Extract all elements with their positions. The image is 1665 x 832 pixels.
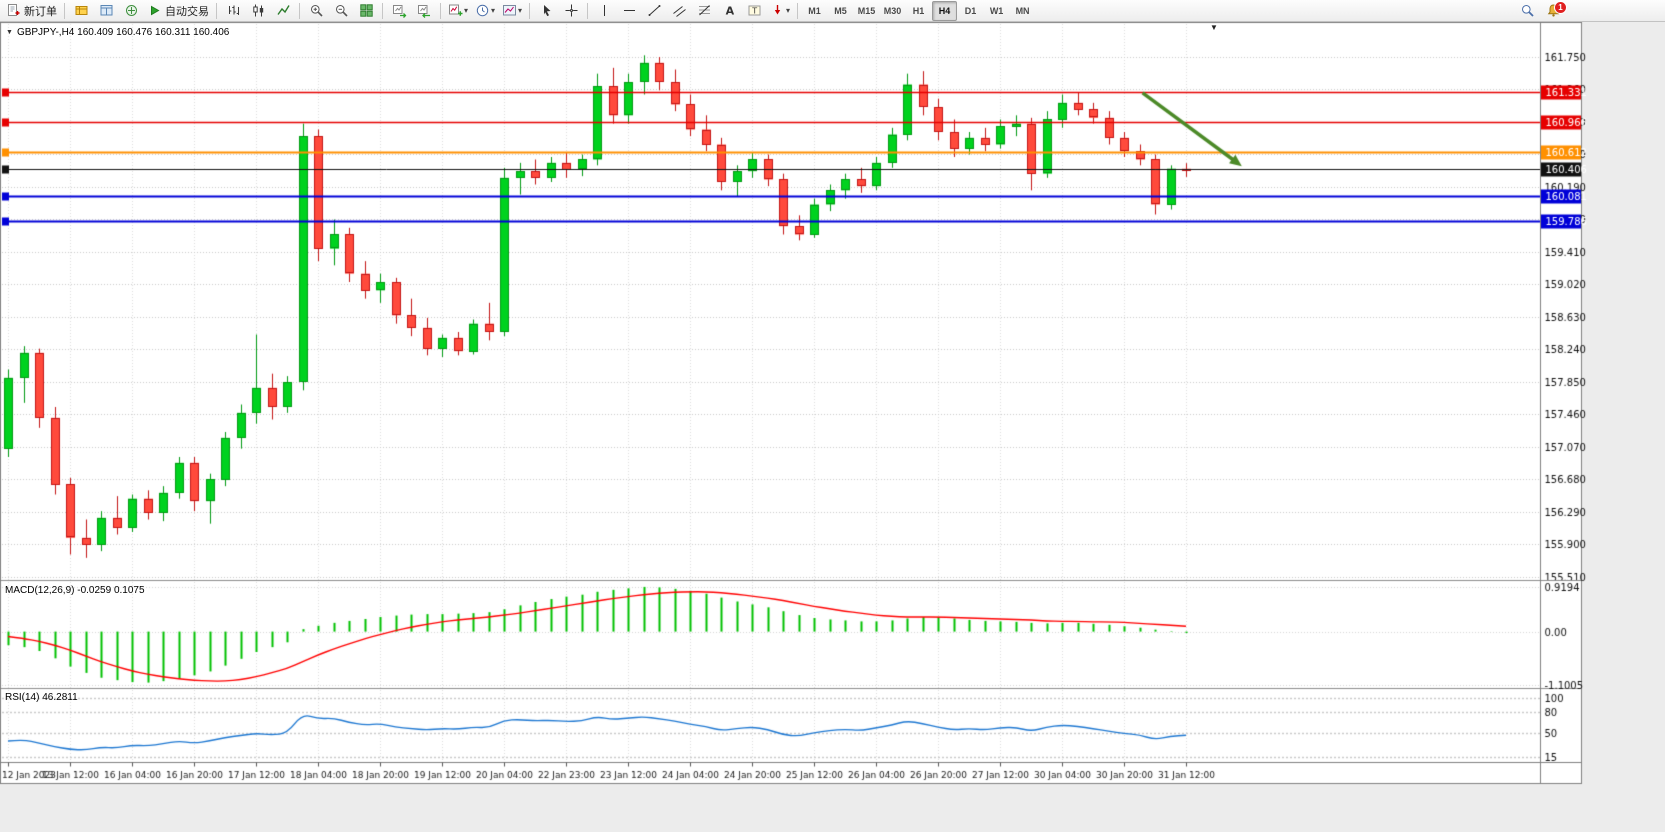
data-window-icon [100,5,112,16]
dropdown-caret-icon: ▾ [518,6,523,15]
chart-shift-marker[interactable]: ▼ [1210,23,1218,32]
chart-header: ▼ GBPJPY-,H4 160.409 160.476 160.311 160.… [6,27,229,38]
bar-chart-button[interactable] [221,1,245,21]
equidistant-channel-icon [672,6,686,17]
main-toolbar: 新订单 自动交易 [0,0,1665,22]
notification-badge: 1 [1554,0,1567,14]
text-label-button[interactable]: T [742,1,766,21]
horizontal-line-icon [623,10,635,11]
tile-windows-icon [359,4,373,17]
arrow-tool-icon [774,5,781,15]
toolbar-separator [587,2,589,19]
new-order-icon [8,4,20,16]
timeframe-m15-button[interactable]: M15 [857,5,876,16]
svg-text:A: A [725,5,734,18]
indicators-button[interactable]: ▾ [445,1,471,21]
market-watch-icon [75,6,87,15]
zoom-in-icon [310,5,323,17]
timeframe-m1-button[interactable]: M1 [808,5,821,16]
timeframe-h4-button[interactable]: H4 [932,0,958,21]
cursor-icon [543,5,551,17]
timeframe-d1-button[interactable]: D1 [964,5,977,16]
autotrading-icon [151,5,160,16]
toolbar-right-group: 1 [1515,0,1567,21]
trendline-icon [648,5,661,16]
timeframe-h1-button[interactable]: H1 [912,5,925,16]
text-button[interactable]: A [717,1,741,21]
tile-windows-button[interactable] [354,1,378,21]
timeframe-m30-button[interactable]: M30 [883,5,902,16]
search-icon [1521,5,1534,17]
zoom-in-button[interactable] [304,1,328,21]
chart-shift-button[interactable] [412,1,436,21]
chart-shift-icon [417,5,430,18]
navigator-button[interactable] [119,1,143,21]
macd-label: MACD(12,26,9) -0.0259 0.1075 [5,585,145,596]
periods-button[interactable]: ▾ [472,1,498,21]
candlestick-chart-icon [252,4,263,17]
toolbar-separator [299,2,300,19]
line-chart-button[interactable] [271,1,295,21]
toolbar-separator [382,2,383,19]
timeframe-w1-button[interactable]: W1 [989,5,1004,16]
horizontal-line-button[interactable] [617,1,641,21]
new-order-label: 新订单 [24,5,57,18]
market-watch-button[interactable] [69,1,93,21]
autotrading-button[interactable]: 自动交易 [144,1,212,21]
templates-icon [503,5,517,16]
arrows-tool-button[interactable]: ▾ [767,1,793,21]
crosshair-icon [565,4,578,17]
indicators-icon [449,4,463,16]
toolbar-separator [797,2,799,19]
fibonacci-button[interactable] [692,1,716,21]
toolbar-separator [64,2,65,19]
vertical-line-button[interactable] [592,1,616,21]
trendline-button[interactable] [642,1,666,21]
timeframe-mn-button[interactable]: MN [1015,5,1030,16]
toolbar-separator [216,2,217,19]
notifications-button[interactable]: 1 [1541,0,1567,21]
fibonacci-icon [698,5,710,16]
autotrading-label: 自动交易 [165,5,209,18]
price-chart-canvas[interactable] [0,22,1665,832]
dropdown-caret-icon: ▾ [464,6,469,15]
dropdown-caret-icon: ▾ [786,6,791,15]
timeframe-m5-button[interactable]: M5 [834,5,847,16]
toolbar-separator [529,2,531,19]
vertical-line-icon [603,5,605,16]
navigator-icon [125,5,137,16]
dropdown-caret-icon: ▾ [491,6,496,15]
chart-header-text: GBPJPY-,H4 160.409 160.476 160.311 160.4… [16,27,230,38]
crosshair-button[interactable] [559,1,583,21]
equidistant-channel-button[interactable] [667,1,691,21]
zoom-out-icon [335,5,348,17]
chart-collapse-icon: ▼ [6,29,13,36]
search-button[interactable] [1515,1,1539,21]
rsi-label: RSI(14) 46.2811 [5,692,78,703]
new-order-button[interactable]: 新订单 [3,1,60,21]
bar-chart-icon [228,5,239,15]
cursor-button[interactable] [534,1,558,21]
text-icon: A [725,5,734,18]
data-window-button[interactable] [94,1,118,21]
periods-clock-icon [476,4,489,17]
zoom-out-button[interactable] [329,1,353,21]
svg-text:T: T [751,6,757,15]
templates-button[interactable]: ▾ [499,1,525,21]
candlestick-chart-button[interactable] [246,1,270,21]
auto-scroll-icon [392,5,406,18]
auto-scroll-button[interactable] [387,1,411,21]
toolbar-separator [440,2,441,19]
text-label-icon: T [748,5,761,16]
line-chart-icon [276,5,290,15]
